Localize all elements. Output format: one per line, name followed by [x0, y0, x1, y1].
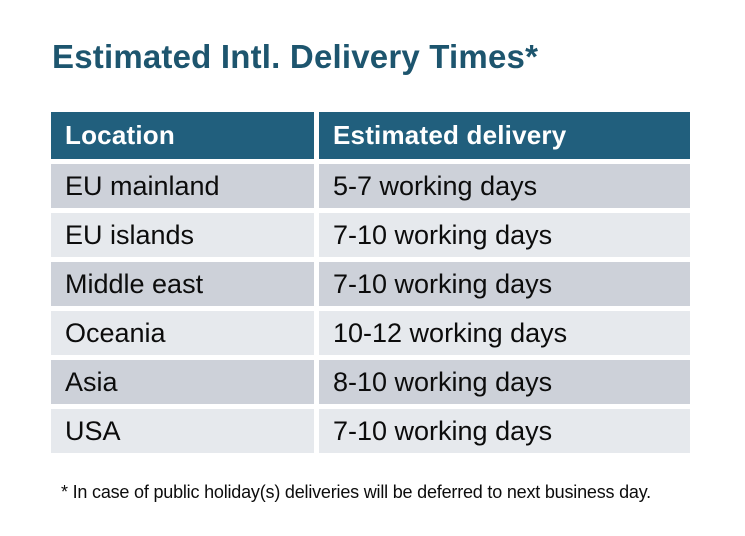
- delivery-times-table: Location Estimated delivery EU mainland …: [51, 112, 690, 453]
- location-cell-asia: Asia: [51, 360, 314, 404]
- location-cell-eu-islands: EU islands: [51, 213, 314, 257]
- delivery-cell-usa: 7-10 working days: [319, 409, 690, 453]
- footnote: * In case of public holiday(s) deliverie…: [61, 482, 651, 502]
- delivery-cell-eu-islands: 7-10 working days: [319, 213, 690, 257]
- column-header-location: Location: [51, 112, 314, 159]
- column-header-estimated-delivery: Estimated delivery: [319, 112, 690, 159]
- location-cell-oceania: Oceania: [51, 311, 314, 355]
- location-cell-eu-mainland: EU mainland: [51, 164, 314, 208]
- location-cell-usa: USA: [51, 409, 314, 453]
- location-cell-middle-east: Middle east: [51, 262, 314, 306]
- delivery-cell-oceania: 10-12 working days: [319, 311, 690, 355]
- delivery-cell-eu-mainland: 5-7 working days: [319, 164, 690, 208]
- page-title: Estimated Intl. Delivery Times*: [52, 38, 539, 75]
- delivery-cell-middle-east: 7-10 working days: [319, 262, 690, 306]
- delivery-cell-asia: 8-10 working days: [319, 360, 690, 404]
